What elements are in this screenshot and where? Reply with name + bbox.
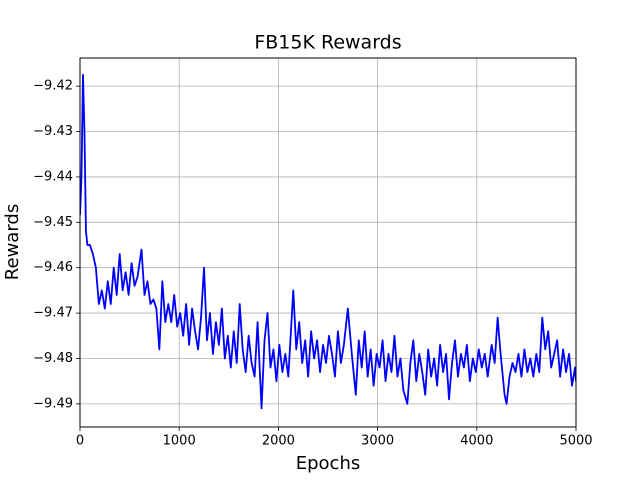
y-tick-label: −9.47 — [33, 306, 73, 321]
y-tick-label: −9.46 — [33, 260, 73, 275]
x-tick-label: 1000 — [163, 434, 196, 449]
chart-title: FB15K Rewards — [254, 32, 401, 54]
x-tick-label: 2000 — [262, 434, 295, 449]
y-axis-label: Rewards — [2, 204, 23, 280]
y-tick-label: −9.45 — [33, 215, 73, 230]
y-tick-label: −9.43 — [33, 124, 73, 139]
x-tick-label: 4000 — [460, 434, 493, 449]
x-tick-label: 3000 — [361, 434, 394, 449]
y-tick-label: −9.44 — [33, 169, 73, 184]
y-tick-label: −9.49 — [33, 396, 73, 411]
data-line — [80, 73, 576, 410]
x-axis-label: Epochs — [296, 453, 361, 474]
y-tick-label: −9.48 — [33, 351, 73, 366]
plot-frame — [79, 57, 577, 428]
y-tick-label: −9.42 — [33, 79, 73, 94]
x-tick-label: 0 — [76, 434, 84, 449]
x-tick-label: 5000 — [559, 434, 592, 449]
